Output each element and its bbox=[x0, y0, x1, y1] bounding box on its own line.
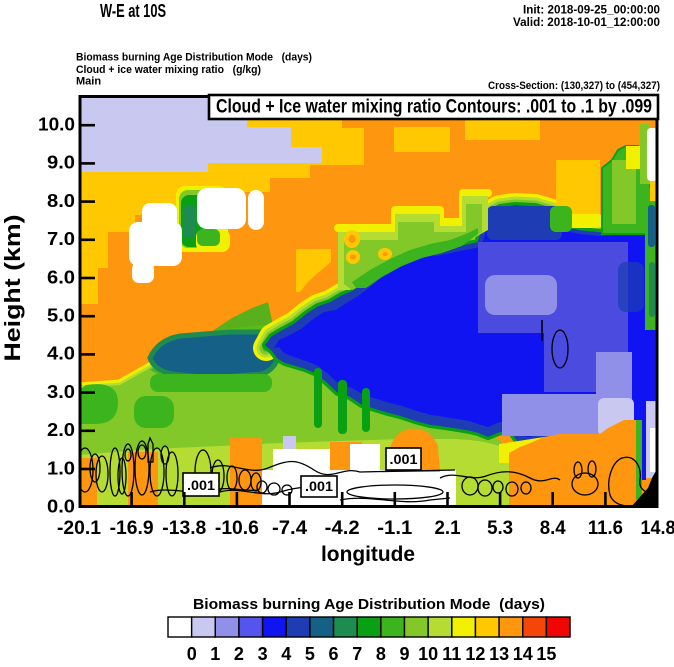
svg-text:2.0: 2.0 bbox=[47, 420, 75, 440]
svg-text:5.3: 5.3 bbox=[487, 518, 513, 539]
svg-text:Cross-Section: (130,327) to (4: Cross-Section: (130,327) to (454,327) bbox=[488, 80, 660, 92]
svg-text:14: 14 bbox=[513, 644, 533, 664]
svg-text:3: 3 bbox=[258, 644, 268, 664]
svg-text:5.0: 5.0 bbox=[47, 306, 75, 326]
svg-text:13: 13 bbox=[489, 644, 509, 664]
svg-text:.001: .001 bbox=[305, 478, 333, 494]
svg-text:0.0: 0.0 bbox=[47, 497, 75, 517]
svg-text:Init: 2018-09-25_00:00:00: Init: 2018-09-25_00:00:00 bbox=[523, 3, 660, 17]
svg-text:longitude: longitude bbox=[321, 543, 415, 566]
svg-text:Biomass burning Age Distributi: Biomass burning Age Distribution Mode (d… bbox=[76, 52, 312, 64]
svg-text:10: 10 bbox=[418, 644, 438, 664]
svg-text:Cloud + ice water mixing ratio: Cloud + ice water mixing ratio (g/kg) bbox=[76, 64, 261, 76]
svg-text:8: 8 bbox=[376, 644, 386, 664]
svg-text:8.4: 8.4 bbox=[540, 518, 566, 539]
svg-text:Main: Main bbox=[76, 76, 101, 88]
svg-text:-4.2: -4.2 bbox=[325, 518, 360, 539]
svg-text:12: 12 bbox=[465, 644, 485, 664]
svg-text:4: 4 bbox=[281, 644, 291, 664]
svg-text:3.0: 3.0 bbox=[47, 382, 75, 402]
svg-text:11: 11 bbox=[442, 644, 461, 664]
svg-text:8.0: 8.0 bbox=[47, 191, 75, 211]
svg-text:6: 6 bbox=[328, 644, 338, 664]
svg-text:0: 0 bbox=[187, 644, 197, 664]
svg-text:Height (km): Height (km) bbox=[0, 215, 25, 362]
svg-text:Valid: 2018-10-01_12:00:00: Valid: 2018-10-01_12:00:00 bbox=[513, 15, 660, 29]
svg-text:-7.4: -7.4 bbox=[272, 518, 307, 539]
svg-text:7: 7 bbox=[352, 644, 362, 664]
svg-text:2: 2 bbox=[234, 644, 244, 664]
svg-text:11.6: 11.6 bbox=[588, 518, 623, 539]
svg-text:-16.9: -16.9 bbox=[110, 518, 154, 539]
svg-text:-20.1: -20.1 bbox=[57, 518, 101, 539]
svg-text:10.0: 10.0 bbox=[38, 115, 75, 135]
svg-text:4.0: 4.0 bbox=[47, 344, 75, 364]
svg-text:7.0: 7.0 bbox=[47, 229, 75, 249]
svg-text:-1.1: -1.1 bbox=[377, 518, 412, 539]
svg-text:Cloud + Ice water mixing ratio: Cloud + Ice water mixing ratio Contours:… bbox=[216, 97, 652, 118]
svg-text:14.8: 14.8 bbox=[641, 518, 674, 539]
svg-text:.001: .001 bbox=[390, 451, 418, 467]
svg-text:9.0: 9.0 bbox=[47, 153, 75, 173]
svg-text:6.0: 6.0 bbox=[47, 267, 75, 287]
svg-text:2.1: 2.1 bbox=[435, 518, 461, 539]
svg-text:15: 15 bbox=[536, 644, 556, 664]
svg-text:1.0: 1.0 bbox=[47, 458, 75, 478]
svg-text:-13.8: -13.8 bbox=[162, 518, 206, 539]
svg-text:W-E at 10S: W-E at 10S bbox=[100, 1, 166, 21]
svg-text:Biomass burning Age Distributi: Biomass burning Age Distribution Mode (d… bbox=[193, 596, 545, 613]
svg-text:1: 1 bbox=[210, 644, 220, 664]
svg-text:-10.6: -10.6 bbox=[215, 518, 259, 539]
svg-text:.001: .001 bbox=[187, 477, 215, 493]
svg-text:5: 5 bbox=[305, 644, 315, 664]
svg-text:9: 9 bbox=[399, 644, 409, 664]
